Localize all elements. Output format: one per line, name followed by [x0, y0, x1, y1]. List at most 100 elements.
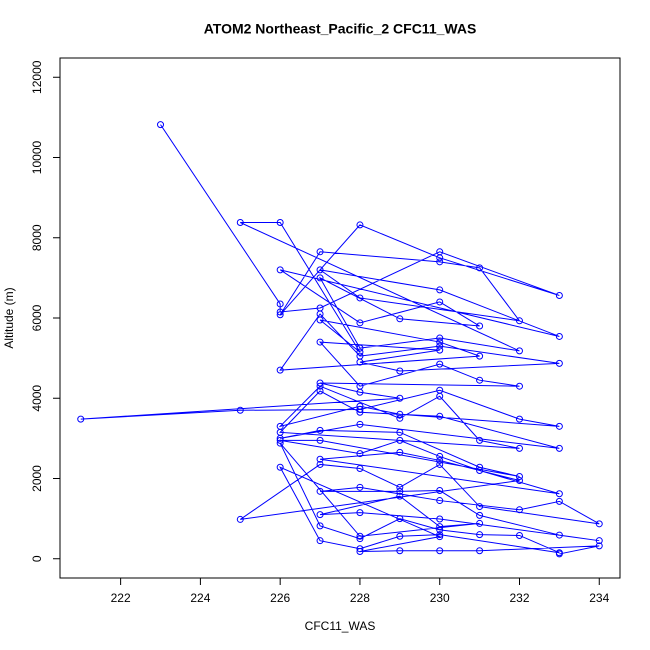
x-tick-label: 228: [350, 591, 370, 605]
y-tick-label: 8000: [30, 224, 44, 251]
data-point: [316, 387, 324, 395]
data-point: [515, 531, 523, 539]
data-point: [356, 420, 364, 428]
x-tick-label: 234: [589, 591, 609, 605]
data-point: [396, 483, 404, 491]
data-point: [555, 332, 563, 340]
data-point: [396, 436, 404, 444]
data-point: [436, 392, 444, 400]
data-point: [316, 310, 324, 318]
data-point: [356, 548, 364, 556]
data-point: [356, 408, 364, 416]
data-point: [436, 254, 444, 262]
data-point: [356, 532, 364, 540]
data-point: [236, 406, 244, 414]
data-point: [356, 535, 364, 543]
data-point: [436, 412, 444, 420]
x-axis-label: CFC11_WAS: [305, 619, 376, 633]
data-point: [276, 219, 284, 227]
data-point: [436, 334, 444, 342]
x-tick-label: 222: [111, 591, 131, 605]
data-point: [356, 450, 364, 458]
y-tick-label: 10000: [30, 140, 44, 174]
data-point: [436, 258, 444, 266]
data-point: [356, 358, 364, 366]
data-point: [436, 497, 444, 505]
data-point: [476, 466, 484, 474]
data-point: [476, 376, 484, 384]
series-line: [80, 124, 600, 555]
data-point: [436, 338, 444, 346]
data-point: [276, 311, 284, 319]
data-point: [555, 550, 563, 558]
data-point: [316, 537, 324, 545]
data-point: [236, 515, 244, 523]
data-point: [396, 394, 404, 402]
data-point: [316, 426, 324, 434]
data-point: [316, 248, 324, 256]
data-point: [436, 298, 444, 306]
data-point: [396, 492, 404, 500]
y-tick-label: 2000: [30, 465, 44, 492]
data-point: [316, 460, 324, 468]
data-point: [436, 533, 444, 541]
data-point: [436, 346, 444, 354]
y-tick-label: 0: [30, 555, 44, 562]
data-point: [396, 487, 404, 495]
data-point: [356, 464, 364, 472]
data-point: [356, 294, 364, 302]
data-point: [515, 444, 523, 452]
data-point: [356, 348, 364, 356]
data-point: [476, 352, 484, 360]
data-point: [515, 477, 523, 484]
x-tick-label: 232: [509, 591, 529, 605]
data-point: [555, 531, 563, 539]
data-point: [316, 436, 324, 444]
data-point: [356, 405, 364, 413]
data-point: [316, 382, 324, 390]
x-tick-label: 224: [190, 591, 210, 605]
data-point: [316, 379, 324, 387]
x-tick-label: 226: [270, 591, 290, 605]
y-axis-label: Altitude (m): [2, 287, 16, 348]
data-point: [396, 428, 404, 436]
data-point: [396, 414, 404, 422]
data-point: [476, 322, 484, 330]
x-tick-label: 230: [430, 591, 450, 605]
y-tick-label: 12000: [30, 60, 44, 94]
data-point: [396, 547, 404, 555]
data-point: [476, 463, 484, 471]
data-point: [436, 547, 444, 555]
data-point: [555, 422, 563, 430]
data-point: [316, 266, 324, 274]
data-point: [515, 472, 523, 480]
data-point: [276, 366, 284, 374]
data-point: [476, 547, 484, 555]
data-point: [396, 515, 404, 523]
data-point: [595, 542, 603, 550]
data-point: [356, 221, 364, 229]
data-point: [77, 415, 85, 423]
data-point: [476, 436, 484, 444]
data-point: [396, 367, 404, 375]
data-point: [476, 503, 484, 511]
data-point: [356, 388, 364, 396]
data-point: [436, 342, 444, 350]
data-point: [396, 315, 404, 323]
data-point: [276, 463, 284, 471]
data-point: [316, 455, 324, 463]
data-point: [276, 266, 284, 274]
y-tick-label: 6000: [30, 304, 44, 331]
data-point: [555, 497, 563, 505]
data-point: [316, 511, 324, 519]
data-point: [436, 286, 444, 294]
data-point: [356, 545, 364, 553]
data-point: [515, 317, 523, 325]
chart-title: ATOM2 Northeast_Pacific_2 CFC11_WAS: [204, 21, 477, 37]
data-point: [276, 300, 284, 308]
data-point: [276, 439, 284, 447]
data-point: [476, 531, 484, 539]
plot-box: [59, 57, 621, 579]
